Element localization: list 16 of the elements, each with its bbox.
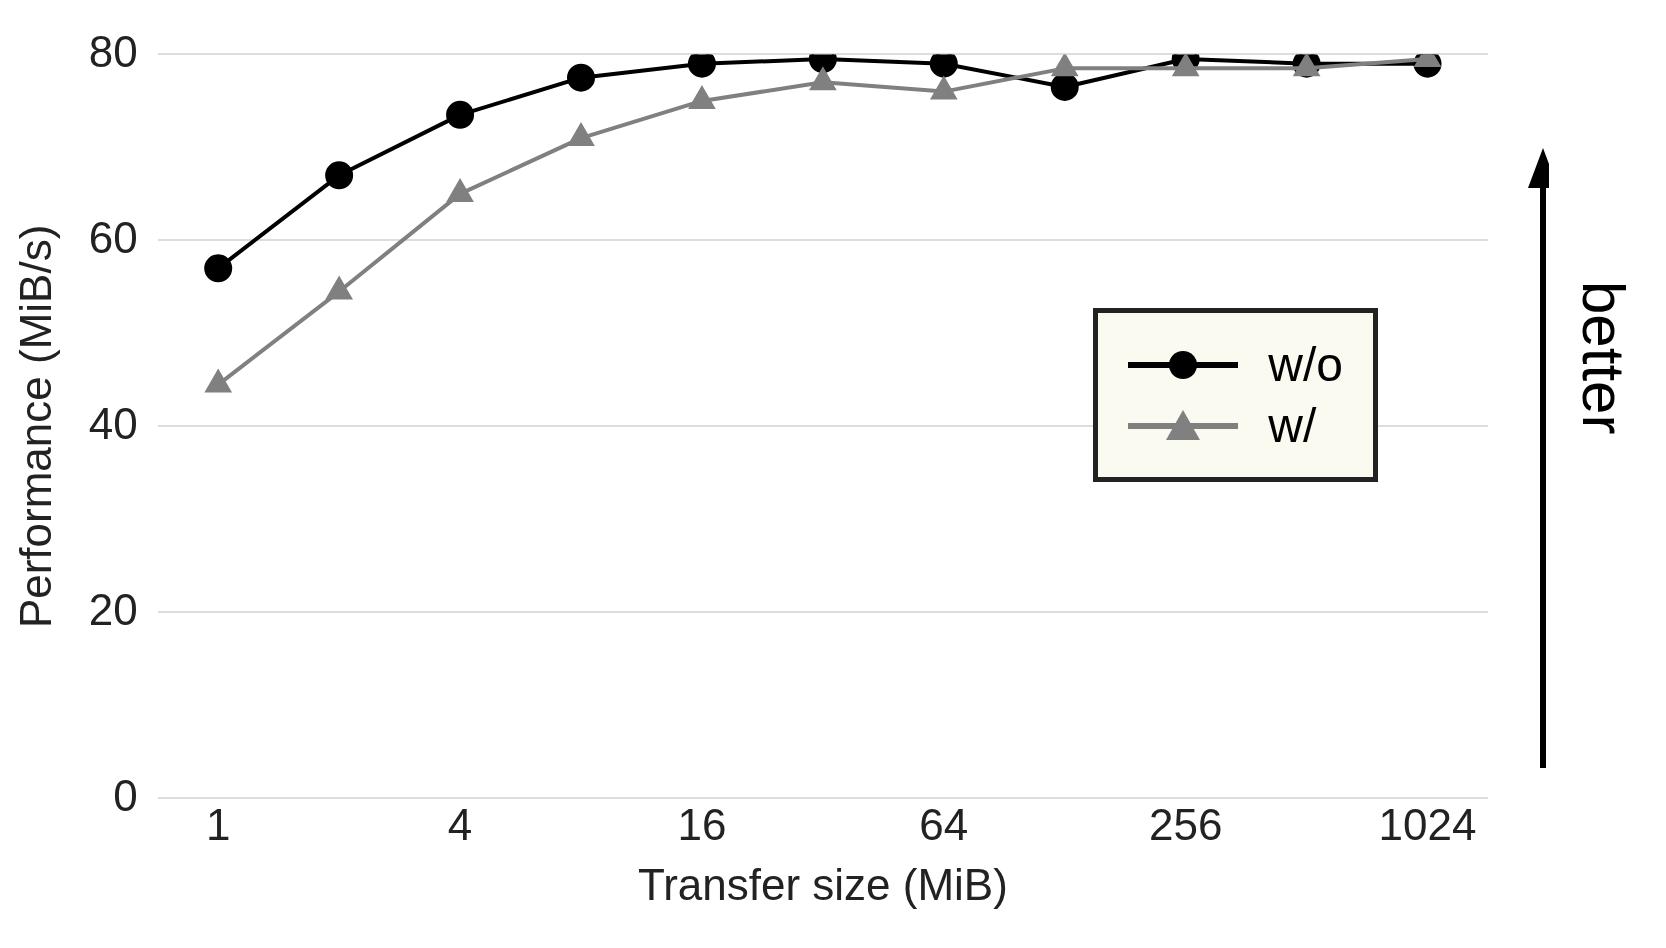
legend-label: w/o: [1268, 337, 1343, 392]
y-tick-label: 80: [88, 26, 138, 76]
y-tick-label: 40: [88, 398, 138, 448]
y-tick-label: 60: [88, 212, 138, 262]
y-tick-label: 0: [113, 770, 138, 820]
x-tick-label: 16: [677, 799, 727, 849]
x-tick-label: 256: [1148, 799, 1223, 849]
x-tick-label: 64: [919, 799, 969, 849]
y-axis-title: Performance (MiB/s): [10, 224, 60, 629]
x-axis-title: Transfer size (MiB): [637, 859, 1008, 909]
text: better: [1569, 281, 1638, 435]
y-tick-label: 20: [88, 584, 138, 634]
x-tick-label: 4: [447, 799, 473, 849]
legend-label: w/: [1268, 398, 1317, 453]
x-tick-label: 1: [205, 799, 231, 849]
x-tick-label: 1024: [1378, 799, 1477, 849]
